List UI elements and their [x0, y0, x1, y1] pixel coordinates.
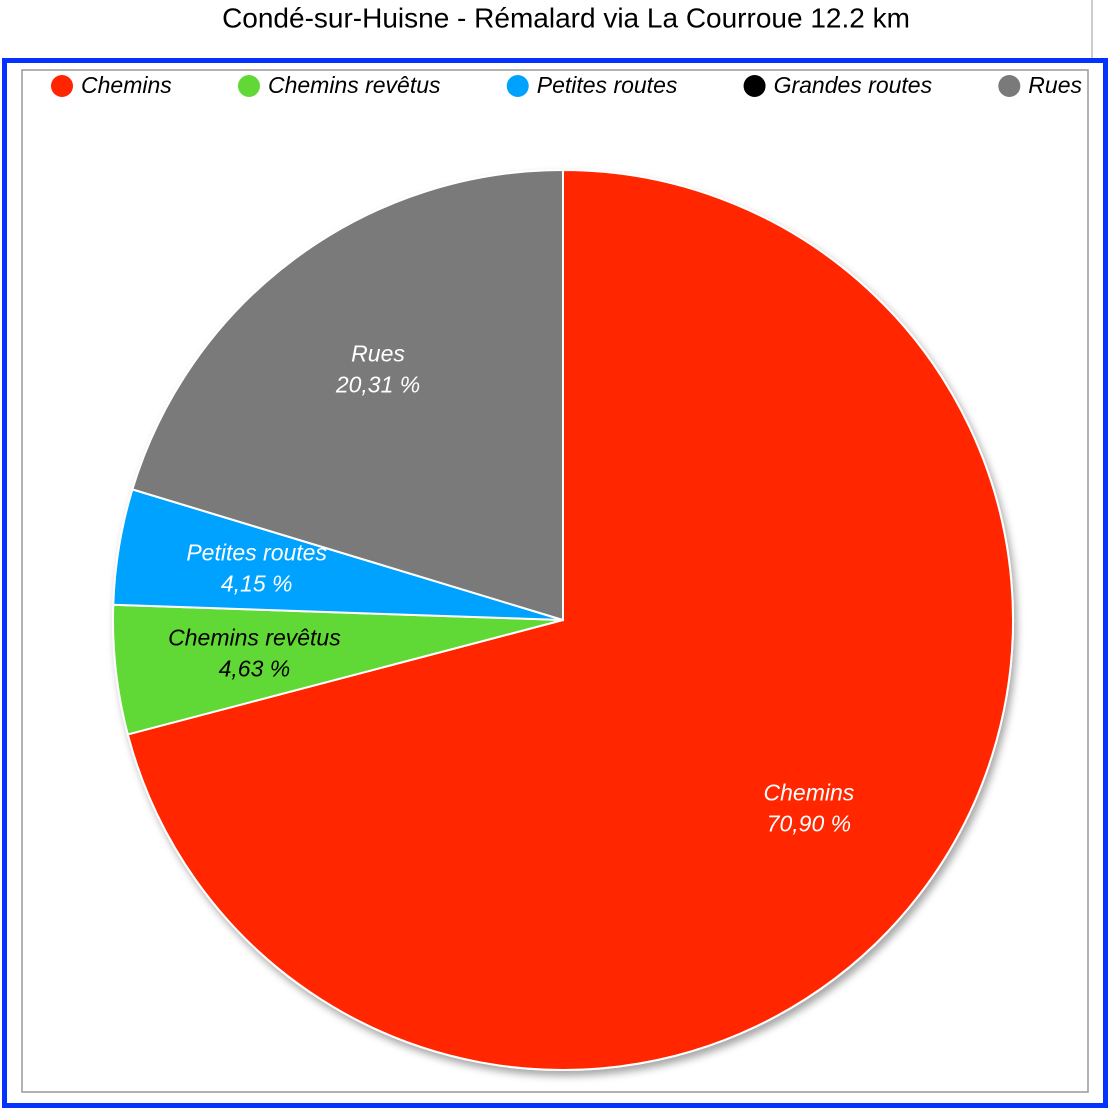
pie: [112, 168, 1014, 1071]
legend: Chemins Chemins revêtus Petites routes Gran…: [51, 72, 1082, 98]
legend-item: Petites routes: [506, 72, 678, 98]
pie-slice: [131, 168, 564, 622]
labels: Chemins 70,90 % Chemins revêtus 4,63 % Petit…: [168, 341, 855, 837]
selection-border: [2, 58, 1108, 1108]
slice-value-label: 4,15 %: [221, 570, 293, 596]
legend-swatch: [506, 75, 529, 97]
slice-value-label: 20,31 %: [335, 372, 420, 398]
legend-text: Rues: [1028, 72, 1082, 98]
legend-text: Grandes routes: [774, 72, 933, 98]
slice-label: Rues: [351, 341, 405, 367]
chart-title: Condé-sur-Huisne - Rémalard via La Courr…: [222, 2, 910, 33]
slice-label: Chemins: [764, 780, 855, 806]
legend-item: Rues: [998, 72, 1082, 98]
legend-item: Chemins: [51, 72, 172, 98]
pie-slice: [126, 168, 1014, 1071]
legend-text: Chemins revêtus: [268, 72, 441, 98]
legend-swatch: [998, 75, 1021, 97]
legend-swatch: [237, 75, 260, 97]
slice-label: Chemins revêtus: [168, 625, 341, 651]
legend-swatch: [51, 75, 73, 97]
legend-text: Chemins: [81, 72, 172, 98]
legend-text: Petites routes: [537, 72, 678, 98]
legend-item: Chemins revêtus: [237, 72, 441, 98]
slice-value-label: 70,90 %: [767, 811, 851, 837]
legend-swatch: [743, 75, 766, 97]
legend-item: Grandes routes: [743, 72, 933, 98]
plot-border: [21, 69, 1089, 1093]
slice-value-label: 4,63 %: [219, 656, 291, 682]
slice-label: Petites routes: [186, 539, 327, 565]
